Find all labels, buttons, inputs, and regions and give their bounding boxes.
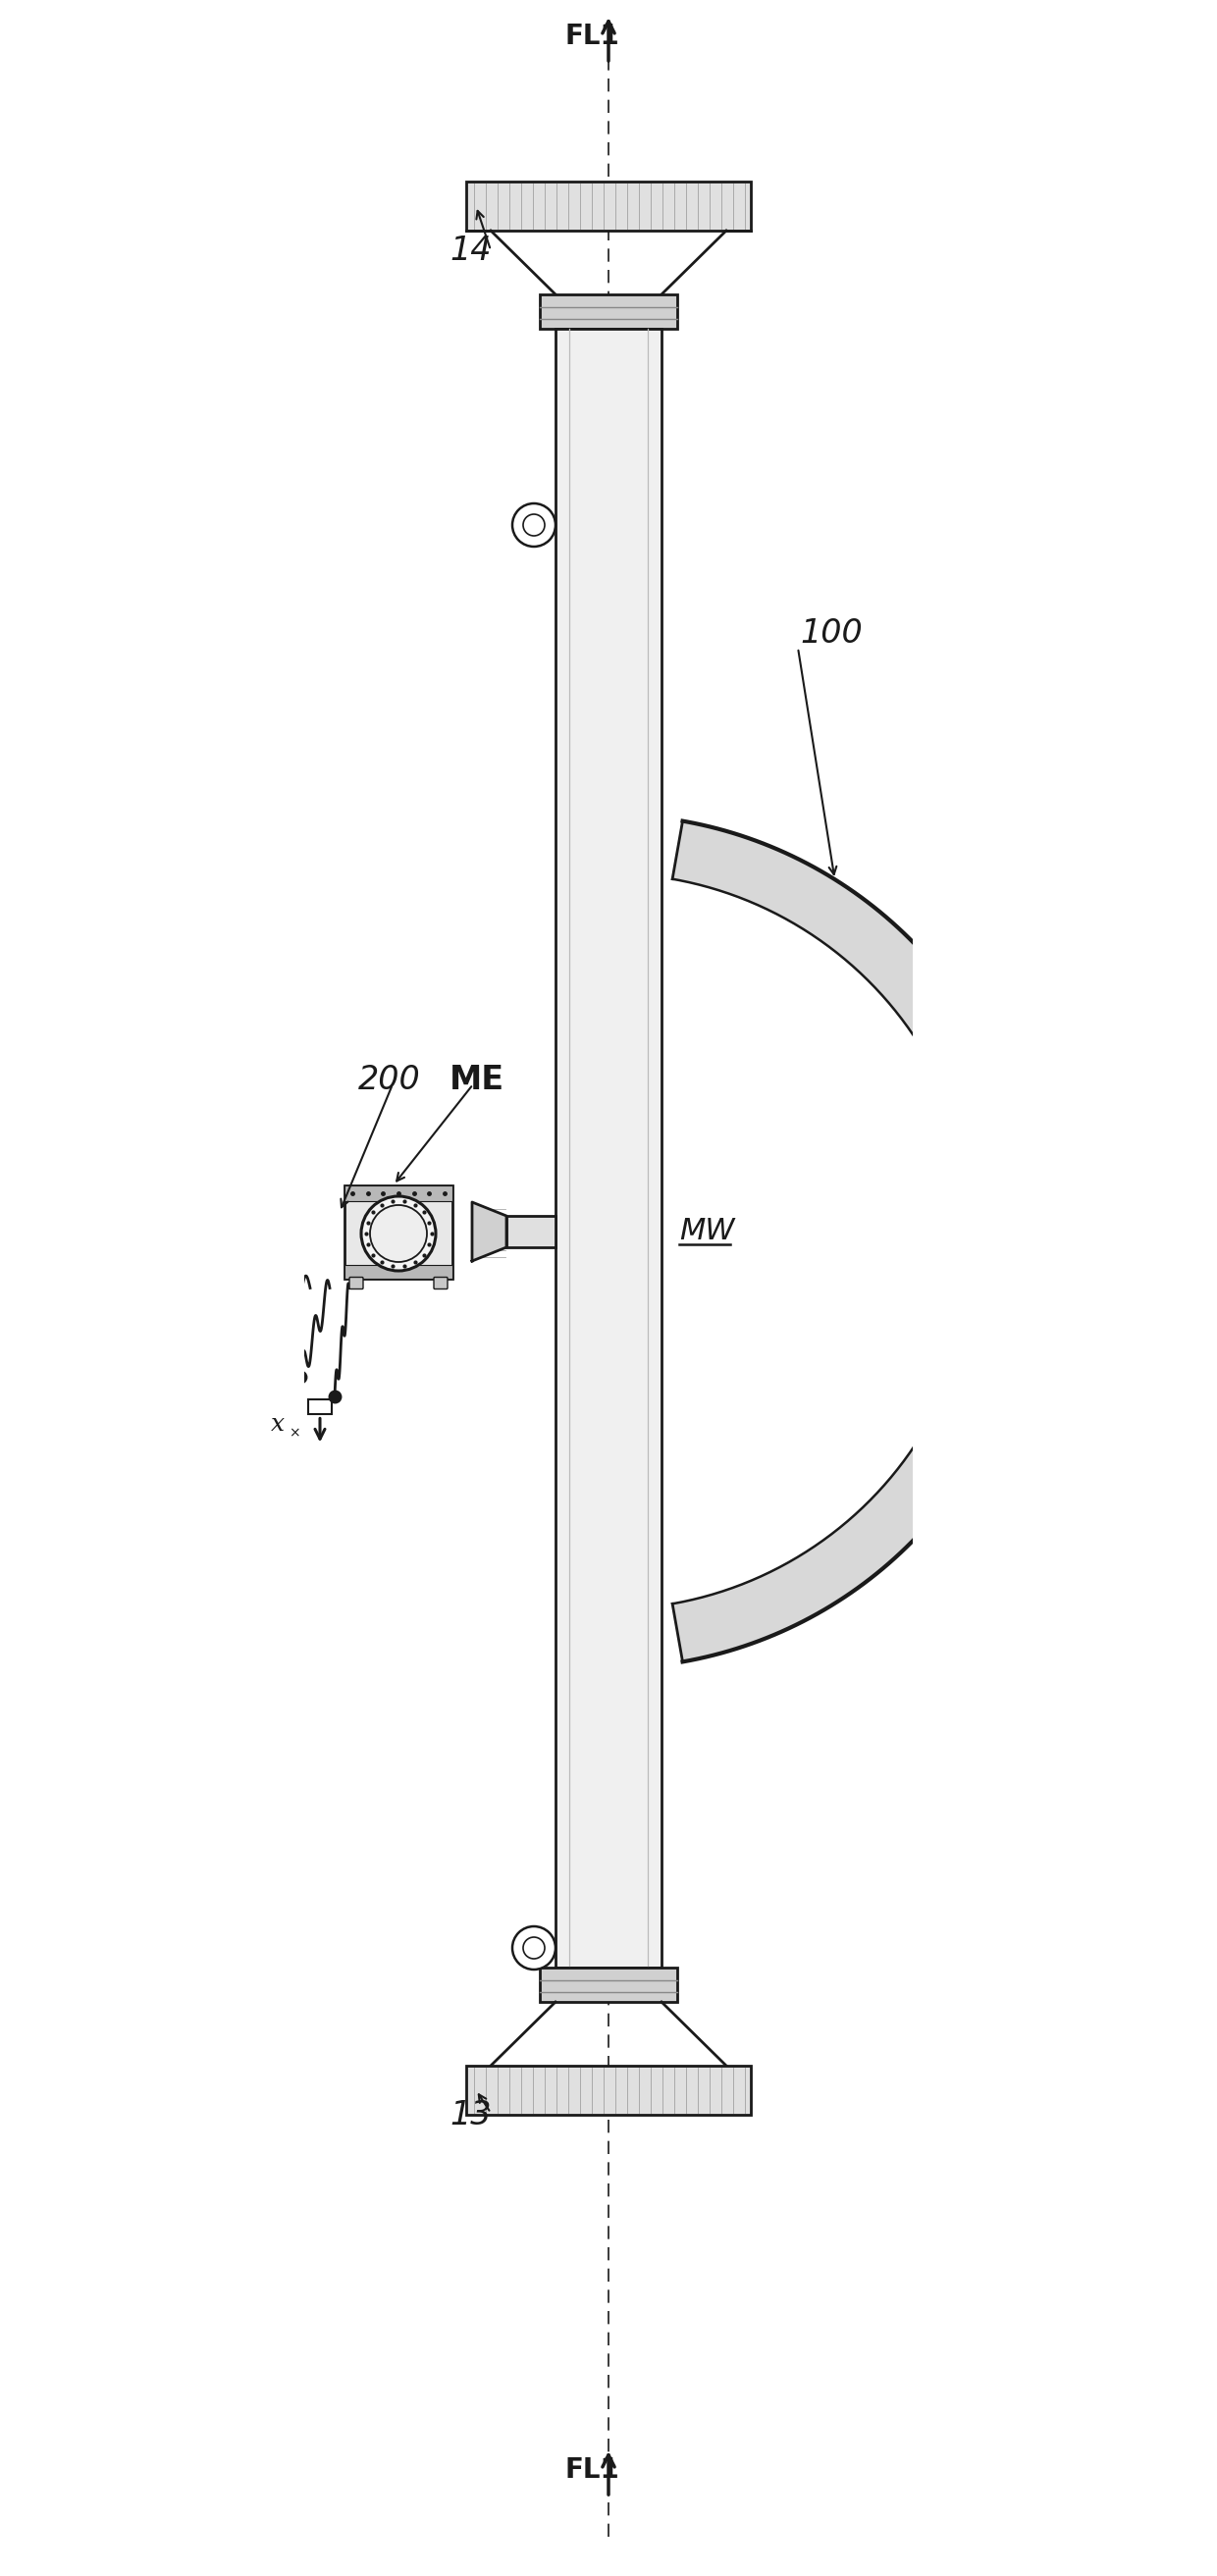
FancyBboxPatch shape bbox=[349, 1278, 363, 1288]
Text: 100: 100 bbox=[800, 618, 863, 649]
Circle shape bbox=[361, 1195, 436, 1270]
Bar bbox=[466, 180, 751, 232]
Text: 13: 13 bbox=[449, 2099, 492, 2130]
Circle shape bbox=[963, 1095, 1010, 1141]
Bar bbox=[308, 1399, 332, 1414]
Text: 200: 200 bbox=[358, 1064, 421, 1097]
Bar bbox=[466, 2066, 751, 2115]
Bar bbox=[344, 1185, 453, 1200]
FancyBboxPatch shape bbox=[433, 1278, 448, 1288]
Circle shape bbox=[512, 502, 555, 546]
Circle shape bbox=[982, 1231, 1030, 1278]
Bar bbox=[506, 1216, 555, 1247]
Text: x: x bbox=[271, 1412, 285, 1435]
Polygon shape bbox=[673, 822, 1036, 1662]
Bar bbox=[344, 1265, 453, 1278]
Circle shape bbox=[523, 515, 545, 536]
Circle shape bbox=[948, 1381, 996, 1427]
Bar bbox=[388, 1218, 408, 1249]
Text: FL1: FL1 bbox=[565, 23, 619, 49]
Text: FL1: FL1 bbox=[565, 2458, 619, 2483]
Bar bbox=[555, 330, 662, 1968]
Text: 14: 14 bbox=[449, 234, 492, 268]
Text: ×: × bbox=[288, 1427, 299, 1440]
Text: ME: ME bbox=[449, 1064, 505, 1097]
Circle shape bbox=[523, 1937, 545, 1958]
Circle shape bbox=[370, 1206, 427, 1262]
Bar bbox=[344, 1185, 453, 1278]
Bar bbox=[540, 294, 677, 330]
Polygon shape bbox=[472, 1203, 506, 1262]
Circle shape bbox=[512, 1927, 555, 1971]
Text: MW: MW bbox=[679, 1216, 735, 1244]
Bar bbox=[540, 1968, 677, 2002]
